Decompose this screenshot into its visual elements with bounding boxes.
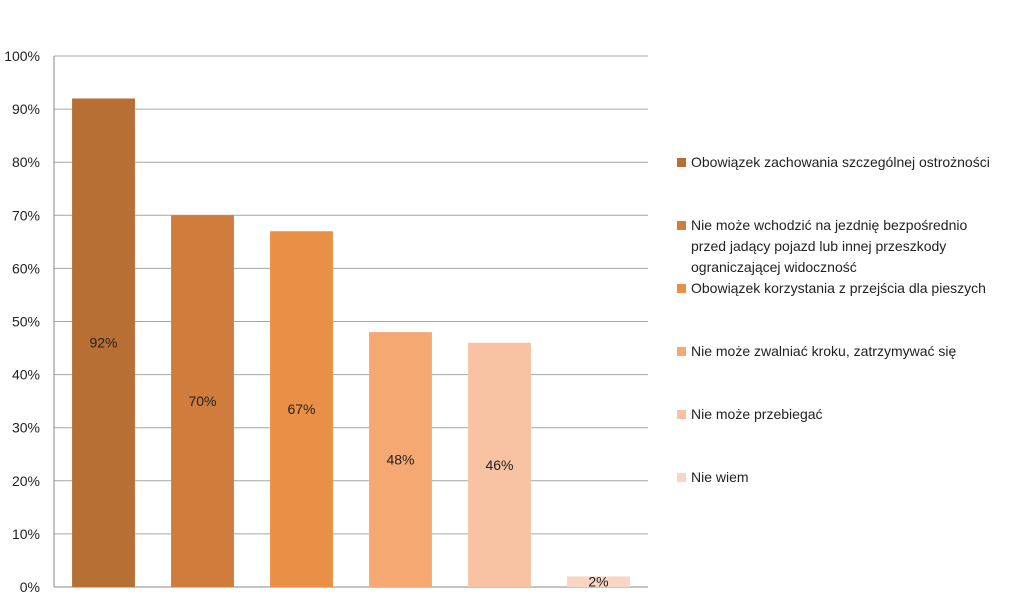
bar: [171, 215, 234, 588]
legend-label-line: przed jadący pojazd lub innej przeszkody: [691, 238, 947, 254]
bar: [270, 231, 333, 588]
data-label: 2%: [588, 574, 608, 590]
y-tick-label: 30%: [12, 420, 40, 436]
y-tick-label: 10%: [12, 526, 40, 542]
data-label: 67%: [287, 401, 315, 417]
data-label: 46%: [485, 457, 513, 473]
bars: [72, 98, 630, 588]
legend-label: Obowiązek korzystania z przejścia dla pi…: [691, 278, 1017, 299]
data-label: 70%: [188, 393, 216, 409]
y-tick-label: 50%: [12, 314, 40, 330]
legend-label-line: Nie może wchodzić na jezdnię bezpośredni…: [691, 217, 968, 233]
y-tick-label: 60%: [12, 260, 40, 276]
y-tick-label: 0%: [20, 579, 40, 595]
legend-swatch: [677, 284, 686, 293]
legend-label-line: ograniczającej widoczność: [691, 259, 857, 275]
y-tick-label: 70%: [12, 207, 40, 223]
bar: [72, 98, 135, 587]
legend-swatch: [677, 473, 686, 482]
legend-label-line: Nie może przebiegać: [691, 406, 823, 422]
legend-label-line: Obowiązek korzystania z przejścia dla pi…: [691, 280, 986, 296]
bar: [468, 342, 531, 587]
y-axis: 0% 10% 20% 30% 40% 50% 60% 70% 80% 90% 100%: [4, 48, 55, 595]
y-tick-label: 40%: [12, 367, 40, 383]
legend-swatch: [677, 221, 686, 230]
y-tick-label: 20%: [12, 473, 40, 489]
data-labels: 92% 70% 67% 48% 46% 2%: [89, 335, 608, 590]
legend-label-line: Obowiązek zachowania szczególnej ostrożn…: [691, 154, 990, 170]
legend-label: Nie może zwalniać kroku, zatrzymywać się: [691, 341, 1017, 362]
bar: [369, 332, 432, 587]
legend-swatch: [677, 158, 686, 167]
legend-label-line: Nie może zwalniać kroku, zatrzymywać się: [691, 343, 957, 359]
y-tick-label: 90%: [12, 101, 40, 117]
legend-label: Obowiązek zachowania szczególnej ostrożn…: [691, 152, 1017, 173]
legend-label-line: Nie wiem: [691, 469, 749, 485]
gridlines: [54, 55, 648, 588]
bar: [567, 576, 630, 587]
legend-swatch: [677, 410, 686, 419]
y-tick-label: 80%: [12, 154, 40, 170]
legend-swatch: [677, 347, 686, 356]
y-tick-label: 100%: [4, 48, 40, 64]
data-label: 48%: [386, 452, 414, 468]
legend-label: Nie wiem: [691, 467, 1017, 488]
legend: Obowiązek zachowania szczególnej ostrożn…: [677, 0, 1017, 602]
legend-label: Nie może przebiegać: [691, 404, 1017, 425]
legend-label: Nie może wchodzić na jezdnię bezpośredni…: [691, 215, 1017, 278]
data-label: 92%: [89, 335, 117, 351]
